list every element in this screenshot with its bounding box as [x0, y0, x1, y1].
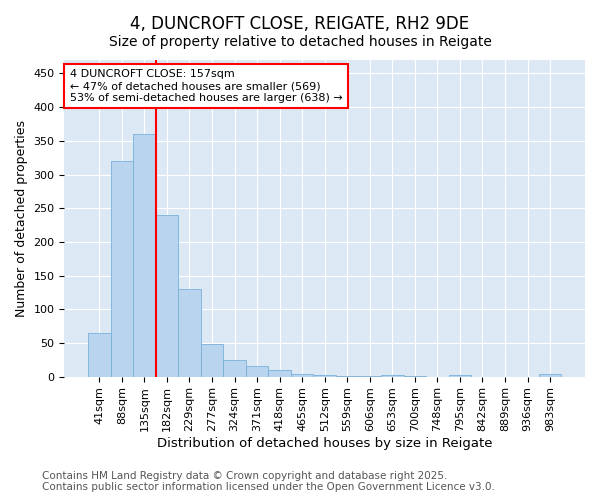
- Bar: [178, 289, 201, 376]
- Bar: [201, 344, 223, 376]
- Text: 4, DUNCROFT CLOSE, REIGATE, RH2 9DE: 4, DUNCROFT CLOSE, REIGATE, RH2 9DE: [130, 15, 470, 33]
- Bar: [291, 374, 313, 376]
- X-axis label: Distribution of detached houses by size in Reigate: Distribution of detached houses by size …: [157, 437, 493, 450]
- Bar: [449, 374, 471, 376]
- Y-axis label: Number of detached properties: Number of detached properties: [15, 120, 28, 317]
- Bar: [313, 375, 336, 376]
- Text: Size of property relative to detached houses in Reigate: Size of property relative to detached ho…: [109, 35, 491, 49]
- Text: Contains HM Land Registry data © Crown copyright and database right 2025.
Contai: Contains HM Land Registry data © Crown c…: [42, 471, 495, 492]
- Bar: [88, 333, 110, 376]
- Bar: [268, 370, 291, 376]
- Bar: [539, 374, 562, 376]
- Bar: [155, 215, 178, 376]
- Bar: [110, 161, 133, 376]
- Bar: [381, 374, 404, 376]
- Bar: [246, 366, 268, 376]
- Text: 4 DUNCROFT CLOSE: 157sqm
← 47% of detached houses are smaller (569)
53% of semi-: 4 DUNCROFT CLOSE: 157sqm ← 47% of detach…: [70, 70, 343, 102]
- Bar: [133, 134, 155, 376]
- Bar: [223, 360, 246, 376]
